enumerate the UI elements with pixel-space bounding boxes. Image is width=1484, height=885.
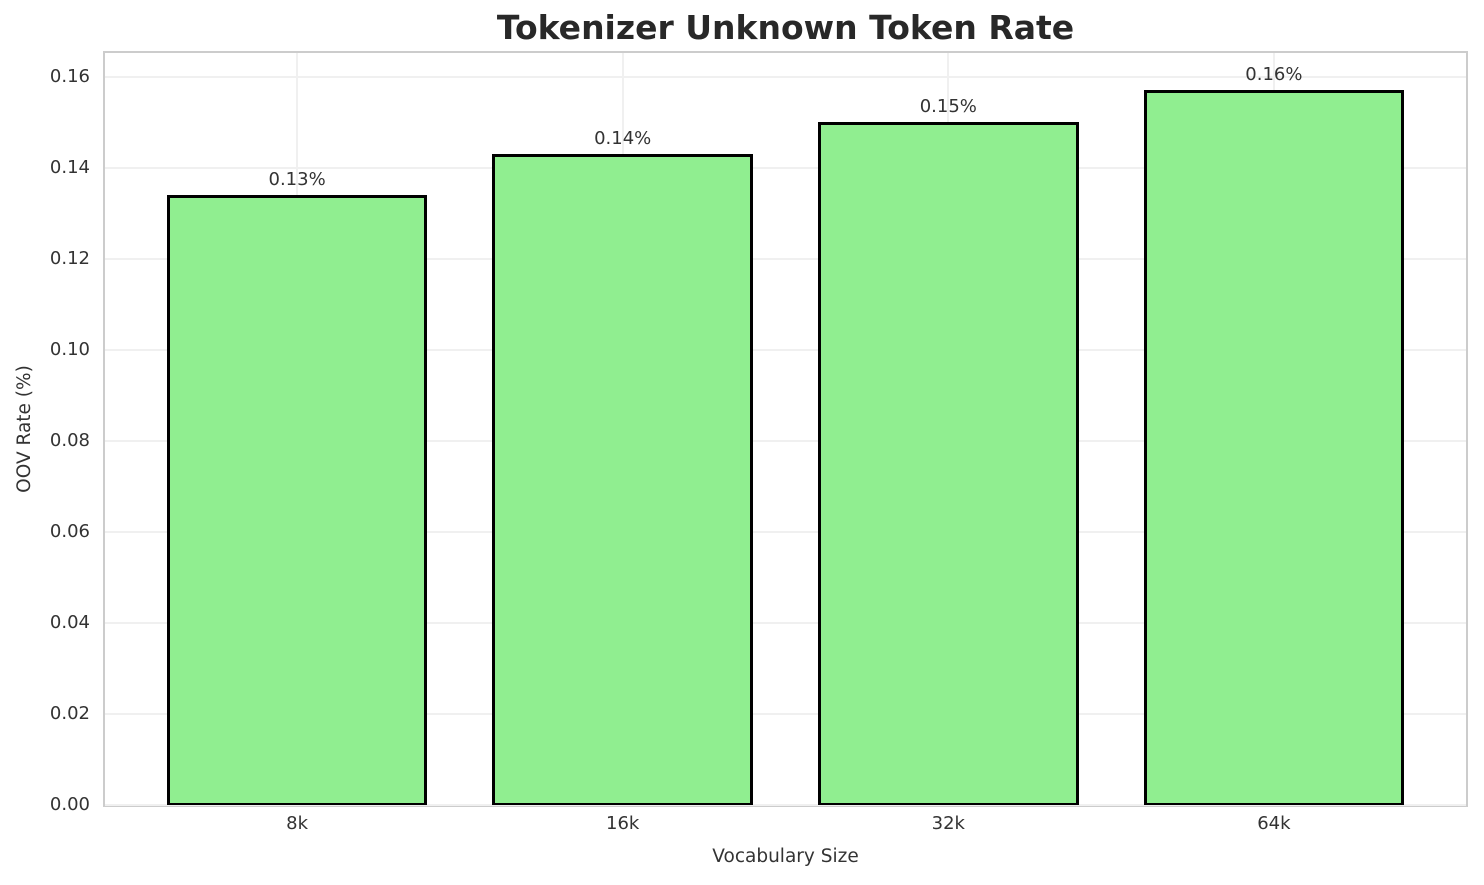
gridline-horizontal [105, 804, 1466, 806]
bar-16k [492, 154, 753, 805]
plot-area [103, 51, 1468, 807]
bar-value-label: 0.13% [268, 169, 326, 191]
x-tick-label: 16k [606, 813, 640, 834]
y-tick-label: 0.02 [49, 702, 90, 724]
x-axis-label: Vocabulary Size [712, 846, 859, 867]
y-tick-label: 0.06 [49, 520, 90, 542]
bar-32k [818, 122, 1079, 805]
gridline-horizontal [105, 75, 1466, 78]
x-tick-label: 8k [286, 813, 309, 834]
bar-value-label: 0.16% [1245, 64, 1303, 86]
bar-value-label: 0.15% [919, 96, 977, 118]
gridline-horizontal [105, 439, 1466, 442]
y-tick-label: 0.16 [49, 65, 90, 87]
gridline-horizontal [105, 712, 1466, 715]
chart-title: Tokenizer Unknown Token Rate [496, 8, 1075, 47]
gridline-horizontal [105, 621, 1466, 624]
gridline-horizontal [105, 348, 1466, 351]
bar-value-label: 0.14% [594, 128, 652, 150]
x-tick-label: 32k [931, 813, 965, 834]
bar-64k [1143, 90, 1405, 805]
y-tick-label: 0.04 [49, 611, 90, 633]
x-tick-label: 64k [1257, 813, 1291, 834]
y-tick-label: 0.08 [49, 429, 90, 451]
y-tick-label: 0.00 [49, 794, 90, 815]
y-tick-label: 0.10 [49, 338, 90, 360]
gridline-horizontal [105, 257, 1466, 260]
gridline-horizontal [105, 166, 1466, 169]
y-tick-label: 0.14 [49, 156, 90, 178]
bar-8k [166, 195, 428, 805]
gridline-horizontal [105, 530, 1466, 533]
y-tick-label: 0.12 [49, 247, 90, 269]
